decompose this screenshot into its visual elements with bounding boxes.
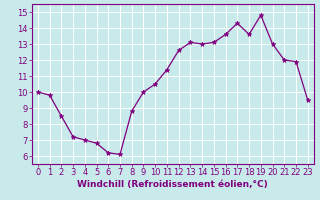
- X-axis label: Windchill (Refroidissement éolien,°C): Windchill (Refroidissement éolien,°C): [77, 180, 268, 189]
